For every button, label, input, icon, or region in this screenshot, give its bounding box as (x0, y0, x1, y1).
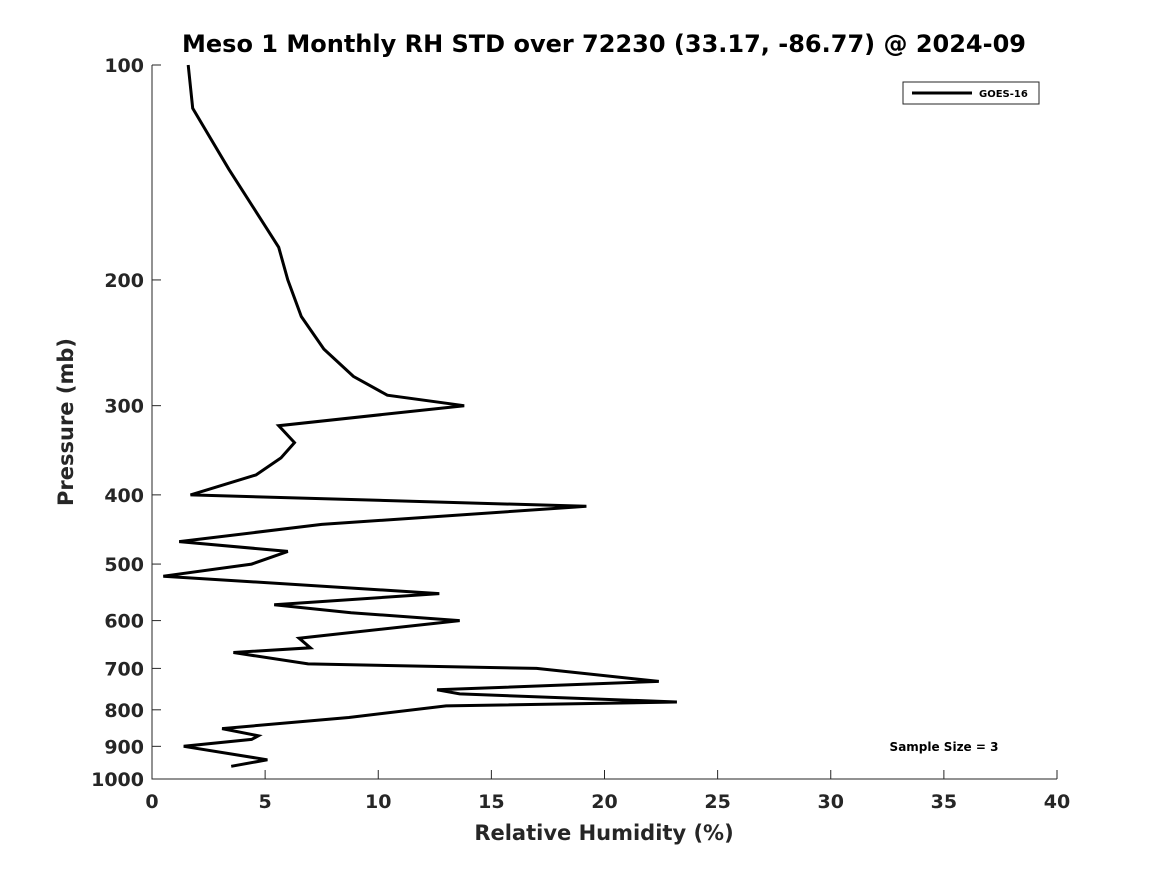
chart-title: Meso 1 Monthly RH STD over 72230 (33.17,… (182, 30, 1026, 58)
series-line-goes-16 (163, 64, 677, 768)
y-tick-label: 200 (104, 270, 144, 292)
x-tick-label: 20 (591, 791, 617, 813)
y-tick-label: 600 (104, 611, 144, 633)
sample-size-annotation: Sample Size = 3 (890, 740, 999, 754)
x-tick-label: 5 (259, 791, 272, 813)
x-tick-label: 10 (365, 791, 391, 813)
x-tick-label: 30 (818, 791, 844, 813)
y-tick-label: 500 (104, 554, 144, 576)
y-tick-label: 400 (104, 485, 144, 507)
x-tick-label: 40 (1044, 791, 1070, 813)
legend-entry-goes-16: GOES-16 (979, 89, 1028, 100)
x-tick-label: 0 (145, 791, 158, 813)
y-axis: 100 200 300 400 500 600 700 800 900 1000 (91, 55, 161, 791)
x-tick-label: 15 (478, 791, 504, 813)
x-tick-label: 25 (704, 791, 730, 813)
y-tick-label: 100 (104, 55, 144, 77)
y-axis-label: Pressure (mb) (54, 338, 78, 506)
x-axis: 0 5 10 15 20 25 30 35 40 (145, 770, 1070, 813)
x-axis-label: Relative Humidity (%) (474, 821, 733, 845)
y-tick-label: 1000 (91, 769, 144, 791)
y-tick-label: 700 (104, 658, 144, 680)
y-tick-label: 800 (104, 700, 144, 722)
legend: GOES-16 (902, 81, 1040, 105)
x-tick-label: 35 (931, 791, 957, 813)
y-tick-label: 300 (104, 396, 144, 418)
y-tick-label: 900 (104, 736, 144, 758)
